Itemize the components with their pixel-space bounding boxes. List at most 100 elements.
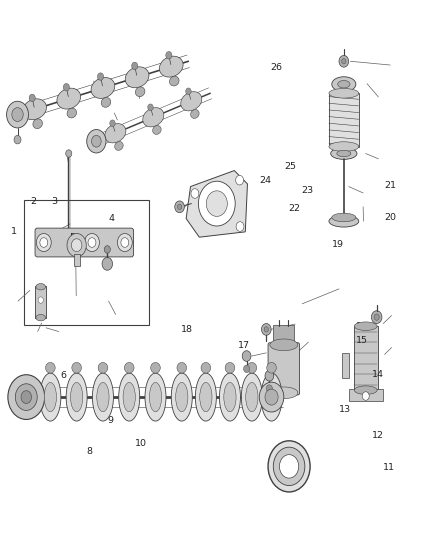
Text: 4: 4 (109, 214, 115, 223)
Circle shape (175, 201, 184, 213)
Circle shape (21, 391, 32, 403)
Ellipse shape (329, 88, 359, 98)
Polygon shape (186, 171, 247, 237)
Ellipse shape (329, 215, 359, 227)
Ellipse shape (125, 67, 149, 88)
Ellipse shape (119, 373, 140, 421)
Circle shape (40, 238, 48, 247)
Ellipse shape (332, 213, 356, 222)
Circle shape (279, 455, 299, 478)
Ellipse shape (33, 119, 42, 128)
FancyBboxPatch shape (273, 325, 294, 348)
Text: 26: 26 (271, 63, 283, 72)
Text: 17: 17 (238, 341, 250, 350)
Ellipse shape (329, 142, 359, 151)
Ellipse shape (36, 314, 46, 321)
Text: 10: 10 (135, 439, 147, 448)
Circle shape (117, 233, 132, 252)
Circle shape (261, 324, 271, 335)
Circle shape (15, 384, 37, 410)
Ellipse shape (331, 148, 357, 159)
Circle shape (85, 233, 99, 252)
Circle shape (29, 94, 35, 102)
Circle shape (71, 239, 82, 252)
Circle shape (64, 84, 70, 91)
Ellipse shape (171, 373, 192, 421)
Ellipse shape (354, 322, 377, 330)
Ellipse shape (44, 383, 57, 411)
Circle shape (92, 135, 101, 147)
Circle shape (339, 55, 349, 67)
Ellipse shape (354, 386, 377, 394)
Ellipse shape (145, 373, 166, 421)
Circle shape (264, 327, 268, 332)
FancyBboxPatch shape (349, 389, 383, 401)
Circle shape (121, 238, 129, 247)
Ellipse shape (151, 362, 160, 373)
Text: 6: 6 (60, 372, 67, 380)
Bar (74, 254, 80, 266)
Ellipse shape (337, 150, 351, 157)
Ellipse shape (176, 383, 188, 411)
Circle shape (244, 365, 250, 373)
Text: 20: 20 (385, 213, 396, 222)
Circle shape (14, 135, 21, 144)
Ellipse shape (225, 362, 235, 373)
Text: 11: 11 (383, 464, 395, 472)
FancyBboxPatch shape (268, 343, 300, 395)
Text: 8: 8 (87, 448, 93, 456)
Text: 3: 3 (52, 197, 58, 206)
Circle shape (166, 52, 172, 59)
Circle shape (362, 392, 369, 400)
Text: 16: 16 (356, 322, 368, 330)
Ellipse shape (67, 108, 77, 118)
Circle shape (242, 351, 251, 361)
Circle shape (110, 120, 115, 127)
Text: 15: 15 (356, 336, 368, 344)
Text: 25: 25 (284, 162, 296, 171)
Circle shape (38, 297, 43, 303)
Ellipse shape (124, 362, 134, 373)
Ellipse shape (247, 362, 257, 373)
Ellipse shape (40, 373, 61, 421)
Ellipse shape (270, 387, 298, 399)
Ellipse shape (36, 284, 46, 290)
Ellipse shape (332, 77, 356, 92)
Ellipse shape (241, 373, 262, 421)
Circle shape (186, 88, 191, 95)
Circle shape (177, 204, 182, 209)
Text: 9: 9 (107, 416, 113, 424)
Text: 2: 2 (31, 197, 37, 206)
Ellipse shape (105, 124, 126, 143)
Circle shape (266, 385, 272, 392)
Text: 13: 13 (339, 405, 351, 414)
Text: 19: 19 (332, 240, 344, 248)
Circle shape (236, 175, 244, 185)
Circle shape (374, 314, 379, 320)
Ellipse shape (177, 362, 187, 373)
Ellipse shape (270, 339, 298, 351)
Ellipse shape (115, 142, 123, 150)
FancyBboxPatch shape (328, 93, 359, 147)
Circle shape (36, 233, 51, 252)
Circle shape (67, 233, 86, 257)
Ellipse shape (195, 373, 216, 421)
Ellipse shape (246, 383, 258, 411)
Ellipse shape (101, 98, 111, 107)
Text: 24: 24 (259, 176, 271, 184)
Ellipse shape (200, 383, 212, 411)
Ellipse shape (219, 373, 240, 421)
Ellipse shape (201, 362, 211, 373)
Circle shape (273, 447, 305, 486)
Circle shape (265, 370, 274, 381)
Circle shape (102, 257, 113, 270)
Circle shape (87, 130, 106, 153)
Ellipse shape (191, 110, 199, 118)
Text: 7: 7 (39, 292, 46, 300)
Ellipse shape (159, 56, 183, 77)
Circle shape (342, 59, 346, 64)
Circle shape (98, 73, 104, 80)
FancyBboxPatch shape (354, 326, 378, 391)
Circle shape (236, 222, 244, 231)
Text: 22: 22 (288, 205, 300, 213)
